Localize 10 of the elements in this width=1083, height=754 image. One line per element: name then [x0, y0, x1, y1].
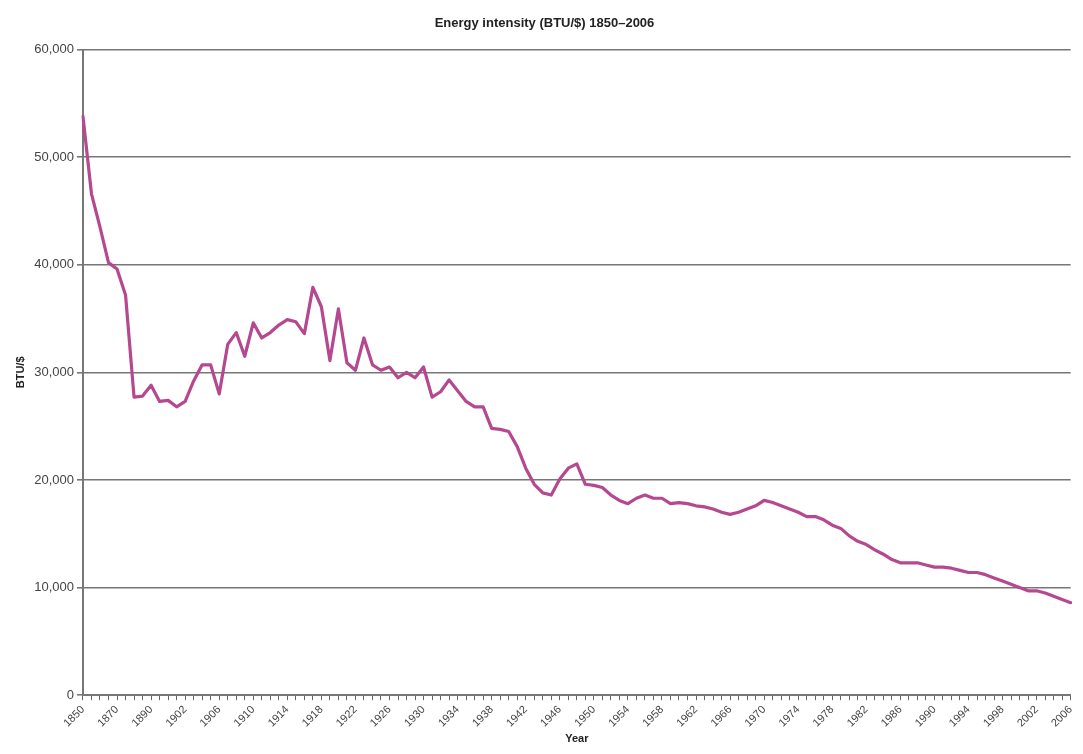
x-axis-title: Year: [565, 732, 590, 745]
y-tick-label: 0: [66, 686, 74, 702]
y-tick-label: 50,000: [34, 148, 74, 164]
y-tick-label: 40,000: [34, 256, 74, 272]
chart-title: Energy intensity (BTU/$) 1850–2006: [434, 15, 655, 31]
y-tick-label: 20,000: [34, 471, 74, 487]
y-tick-label: 10,000: [34, 579, 74, 595]
y-axis-title: BTU/$: [13, 356, 26, 389]
y-tick-label: 60,000: [34, 41, 74, 57]
y-tick-label: 30,000: [34, 363, 74, 379]
